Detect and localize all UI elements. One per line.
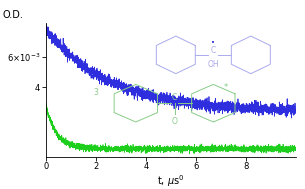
X-axis label: t, $\mu$s$^0$: t, $\mu$s$^0$ [157, 173, 185, 189]
Y-axis label: O.D.: O.D. [3, 10, 24, 20]
Text: 3: 3 [93, 88, 98, 97]
Text: O: O [172, 118, 178, 126]
Text: C: C [211, 46, 216, 55]
Text: OH: OH [207, 60, 219, 69]
Text: •: • [211, 40, 215, 46]
Text: *: * [224, 83, 228, 92]
Text: C: C [172, 93, 177, 102]
